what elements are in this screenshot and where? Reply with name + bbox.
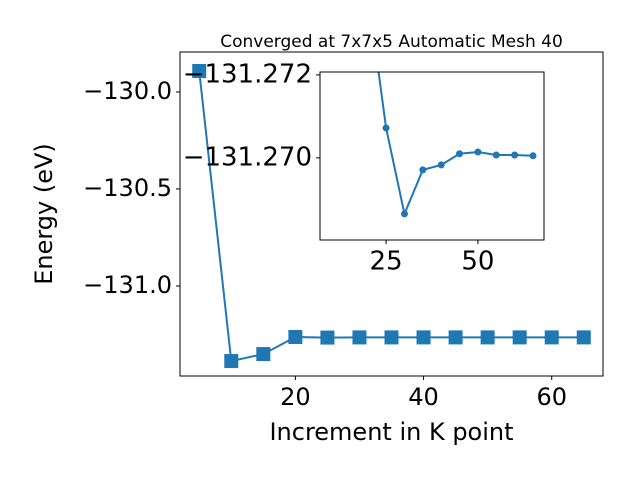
x-tick-label: 20 bbox=[280, 383, 311, 411]
marker bbox=[382, 124, 390, 132]
x-tick-label: 25 bbox=[370, 247, 403, 277]
marker bbox=[437, 161, 445, 169]
y-tick-label: −130.0 bbox=[83, 77, 172, 105]
marker bbox=[288, 330, 303, 345]
y-tick-label: −131.272 bbox=[183, 59, 312, 89]
marker bbox=[192, 64, 207, 79]
line bbox=[377, 72, 534, 218]
marker bbox=[256, 347, 271, 362]
x-tick-label: 50 bbox=[461, 247, 494, 277]
marker bbox=[400, 210, 408, 218]
x-axis-label: Increment in K point bbox=[269, 418, 513, 446]
inset-axes: 25 50 −131.272 −131.270 bbox=[183, 59, 545, 277]
y-tick-label: −131.270 bbox=[183, 142, 312, 172]
plot-content bbox=[192, 64, 591, 369]
y-axis-label: Energy (eV) bbox=[30, 143, 58, 285]
chart-title: Converged at 7x7x5 Automatic Mesh 40 bbox=[220, 32, 563, 52]
marker bbox=[544, 330, 559, 345]
marker bbox=[529, 152, 537, 160]
y-tick-label: −130.5 bbox=[83, 174, 172, 202]
marker bbox=[511, 151, 519, 159]
marker bbox=[419, 166, 427, 174]
plot-content bbox=[377, 72, 537, 218]
x-tick-label: 40 bbox=[408, 383, 439, 411]
y-tick-label: −131.0 bbox=[83, 271, 172, 299]
marker bbox=[320, 330, 335, 345]
axes-frame bbox=[179, 51, 604, 377]
marker bbox=[416, 330, 431, 345]
marker bbox=[492, 151, 500, 159]
x-tick-label: 60 bbox=[536, 383, 567, 411]
marker bbox=[480, 330, 495, 345]
marker bbox=[456, 150, 464, 158]
marker bbox=[448, 330, 463, 345]
marker bbox=[352, 330, 367, 345]
plot-area bbox=[320, 72, 544, 240]
axes-frame bbox=[319, 71, 545, 241]
marker bbox=[224, 354, 239, 369]
marker bbox=[576, 330, 591, 345]
marker bbox=[384, 330, 399, 345]
marker bbox=[512, 330, 527, 345]
marker bbox=[474, 148, 482, 156]
